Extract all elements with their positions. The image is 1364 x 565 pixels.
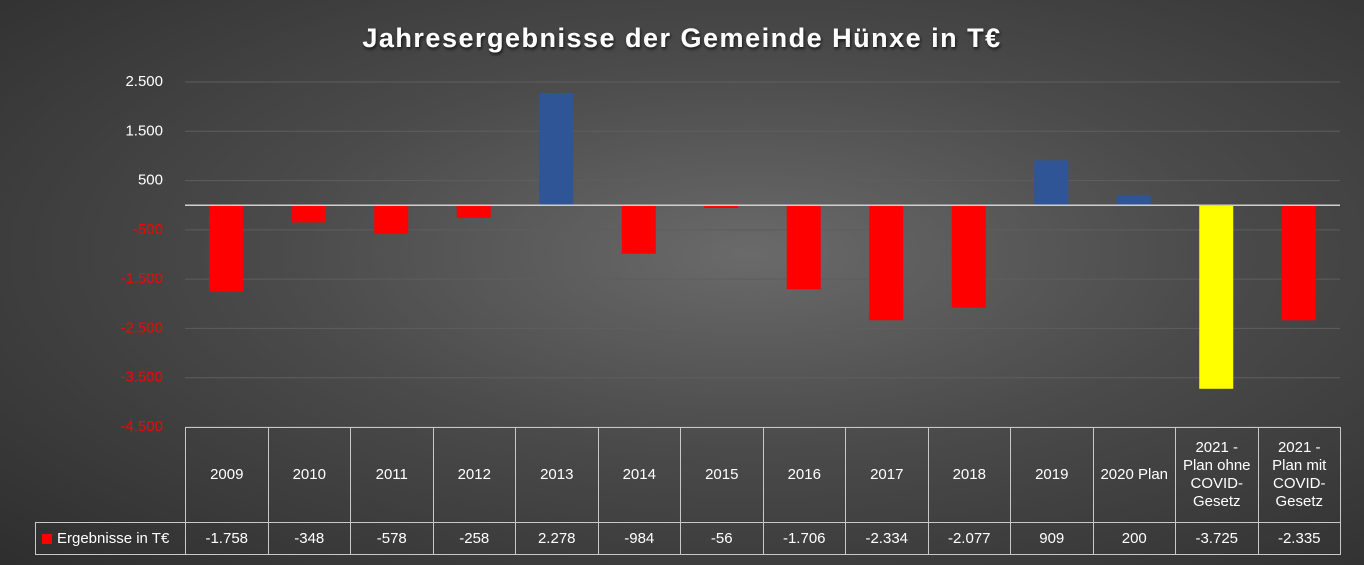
y-tick-label: 500 <box>138 172 163 189</box>
value-cell: -348 <box>267 522 351 555</box>
bar <box>704 205 739 208</box>
bar <box>951 205 986 308</box>
category-cell: 2020 Plan <box>1092 427 1176 523</box>
chart-title: Jahresergebnisse der Gemeinde Hünxe in T… <box>362 23 1001 53</box>
value-cell: 200 <box>1092 522 1176 555</box>
y-tick-label: -4.500 <box>120 418 163 435</box>
category-cell: 2011 <box>350 427 434 523</box>
y-tick-label: 1.500 <box>125 122 163 139</box>
value-cell: -1.758 <box>185 522 269 555</box>
value-cell: -258 <box>432 522 516 555</box>
category-cell: 2012 <box>432 427 516 523</box>
value-cell: -56 <box>680 522 764 555</box>
y-tick-label: 2.500 <box>125 73 163 90</box>
value-cell: -2.077 <box>927 522 1011 555</box>
bar <box>621 205 656 254</box>
category-cell: 2021 - Plan ohne COVID-Gesetz <box>1175 427 1259 523</box>
bar <box>456 205 491 218</box>
bar <box>374 205 409 234</box>
category-cell: 2019 <box>1010 427 1094 523</box>
category-cell: 2016 <box>762 427 846 523</box>
y-tick-label: -3.500 <box>120 369 163 386</box>
category-cell: 2015 <box>680 427 764 523</box>
category-cell: 2014 <box>597 427 681 523</box>
legend-label: Ergebnisse in T€ <box>57 529 170 547</box>
value-cell: -1.706 <box>762 522 846 555</box>
legend-cell: Ergebnisse in T€ <box>35 522 186 555</box>
value-cell: 2.278 <box>515 522 599 555</box>
category-cell: 2010 <box>267 427 351 523</box>
category-cell: 2018 <box>927 427 1011 523</box>
category-cell: 2021 - Plan mit COVID-Gesetz <box>1257 427 1341 523</box>
bar <box>1281 205 1316 321</box>
y-tick-label: -1.500 <box>120 270 163 287</box>
y-tick-label: -500 <box>133 221 163 238</box>
value-cell: -2.335 <box>1257 522 1341 555</box>
bar <box>291 205 326 223</box>
bar <box>786 205 821 290</box>
legend-swatch <box>42 533 52 544</box>
category-cell: 2009 <box>185 427 269 523</box>
value-cell: -2.334 <box>845 522 929 555</box>
value-cell: -3.725 <box>1175 522 1259 555</box>
bar <box>1034 160 1069 206</box>
value-cell: -984 <box>597 522 681 555</box>
category-cell: 2013 <box>515 427 599 523</box>
y-tick-label: -2.500 <box>120 319 163 336</box>
category-cell: 2017 <box>845 427 929 523</box>
bar <box>869 205 904 321</box>
value-cell: 909 <box>1010 522 1094 555</box>
bar <box>539 92 574 206</box>
value-cell: -578 <box>350 522 434 555</box>
bar <box>209 205 244 292</box>
bar <box>1199 205 1234 389</box>
bar <box>1116 195 1151 206</box>
